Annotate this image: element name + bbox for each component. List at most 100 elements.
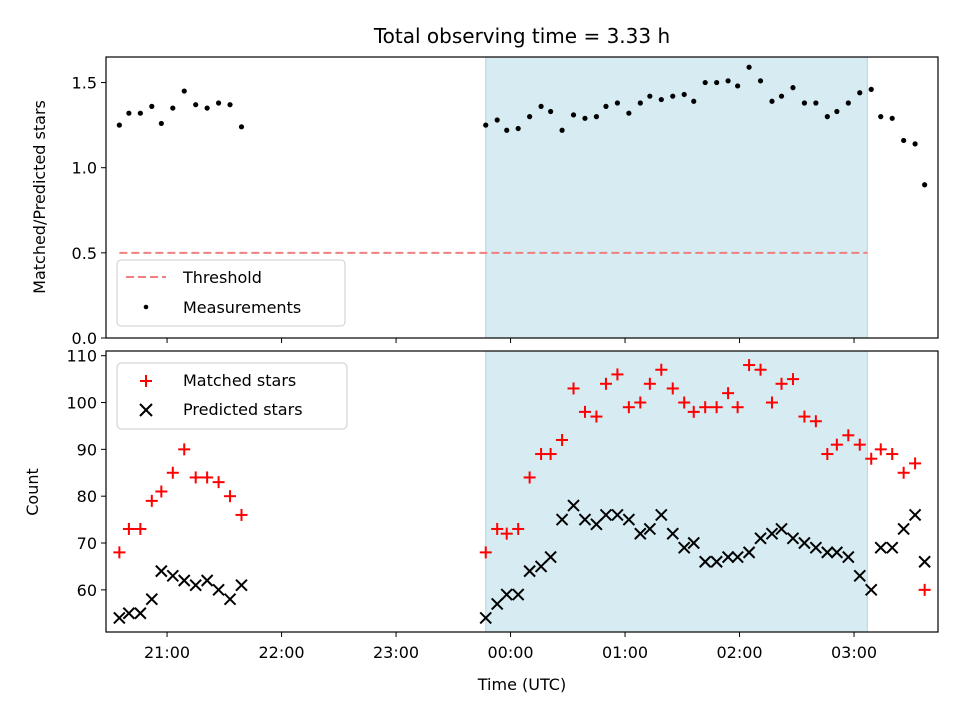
matched-star-point (122, 522, 135, 535)
measurement-point (834, 108, 840, 115)
bottom-y-tick-label: 90 (77, 440, 97, 459)
matched-star-point (634, 396, 647, 409)
predicted-star-point (842, 550, 855, 564)
predicted-star-point (178, 574, 191, 587)
matched-star-point (523, 471, 536, 484)
measurement-point (170, 105, 176, 111)
predicted-star-point (611, 508, 624, 522)
matched-star-point (918, 583, 931, 596)
top-y-tick-label: 1.0 (72, 159, 97, 178)
measurement-point (670, 93, 676, 99)
predicted-star-point (134, 607, 147, 620)
chart-title: Total observing time = 3.33 h (373, 24, 670, 48)
measurement-point (149, 103, 155, 109)
top-panel: 0.0 0.5 1.0 1.5 Matched/Predicted stars Thr… (30, 56, 939, 348)
matched-star-point (544, 448, 557, 461)
predicted-star-point (122, 607, 136, 620)
predicted-marker-b (897, 522, 910, 536)
predicted-marker-b (523, 564, 536, 578)
measurement-point (769, 98, 775, 104)
predicted-star-point (742, 546, 756, 559)
matched-star-point (578, 405, 591, 418)
bottom-y-tick-label: 110 (66, 347, 97, 366)
top-legend-box (116, 259, 346, 327)
predicted-star-point (643, 522, 657, 536)
predicted-marker-b (145, 593, 159, 606)
legend-matched-label: Matched stars (183, 371, 296, 390)
predicted-marker-b (235, 578, 248, 592)
predicted-marker-b (578, 513, 592, 526)
measurement-point (901, 137, 907, 144)
x-tick-label: 03:00 (831, 643, 877, 662)
predicted-star-point (874, 541, 887, 554)
bottom-axis-ticks: 60 70 80 90 100 110 21:00 22:00 23:00 00:00 01:00 0… (66, 347, 877, 662)
predicted-star-point (687, 536, 700, 550)
measurement-point (504, 127, 510, 133)
matched-star-point (754, 363, 767, 376)
matched-star-point (666, 382, 679, 395)
measurement-point (527, 114, 533, 120)
measurement-point (538, 103, 544, 109)
predicted-star-point (809, 541, 823, 554)
predicted-star-point (830, 546, 844, 559)
predicted-star-point (710, 555, 723, 568)
matched-star-point (235, 508, 248, 521)
matched-star-point (611, 368, 624, 381)
predicted-star-point (189, 578, 202, 592)
measurement-point (813, 100, 819, 106)
predicted-marker-b (677, 541, 691, 554)
matched-star-point (909, 457, 922, 470)
matched-star-point (491, 522, 504, 535)
matched-star-point (786, 373, 799, 386)
predicted-marker-b (885, 541, 899, 554)
predicted-marker-b (134, 607, 147, 620)
measurement-point (238, 124, 245, 130)
predicted-marker-b (643, 522, 657, 536)
measurement-point (725, 78, 731, 84)
predicted-marker-b (212, 583, 225, 597)
top-observing-window-shade (485, 56, 868, 339)
x-tick-label: 21:00 (144, 643, 190, 662)
matched-star-point (212, 476, 225, 489)
measurement-point (922, 182, 928, 188)
measurement-point (735, 83, 741, 89)
matched-star-point (113, 546, 126, 559)
predicted-marker-b (544, 550, 557, 564)
predicted-marker-b (155, 564, 168, 578)
measurement-point (746, 64, 752, 70)
matched-star-point (599, 377, 612, 390)
predicted-star-point (578, 513, 592, 526)
predicted-star-point (666, 527, 679, 540)
matched-star-point (710, 401, 723, 414)
measurement-point (603, 103, 609, 109)
predicted-marker-b (655, 508, 668, 522)
measurement-point (824, 114, 830, 120)
legend-measurements-swatch (143, 304, 149, 310)
legend-predicted-swatch (139, 403, 153, 417)
predicted-marker-b (908, 508, 922, 522)
predicted-marker-b (687, 536, 700, 550)
measurement-point (614, 100, 621, 106)
predicted-star-point (555, 513, 569, 526)
matched-star-point (865, 452, 878, 465)
measurement-point (582, 115, 588, 121)
predicted-star-point (908, 508, 922, 522)
measurement-point (647, 93, 653, 99)
predicted-star-point (479, 611, 492, 625)
matched-star-point (743, 359, 756, 372)
predicted-marker-b (809, 541, 823, 554)
predicted-star-point (897, 522, 910, 536)
matched-star-point (590, 410, 603, 423)
bottom-observing-window-shade (485, 350, 868, 633)
matched-star-point (765, 396, 778, 409)
x-tick-label: 00:00 (487, 643, 533, 662)
measurement-point (658, 96, 664, 103)
matched-star-point (699, 401, 712, 414)
matched-star-point (897, 466, 910, 479)
matched-star-point (842, 429, 855, 442)
predicted-star-point (885, 541, 899, 554)
measurement-point (637, 100, 643, 106)
predicted-star-point (567, 499, 580, 512)
legend-threshold-label: Threshold (182, 268, 262, 287)
